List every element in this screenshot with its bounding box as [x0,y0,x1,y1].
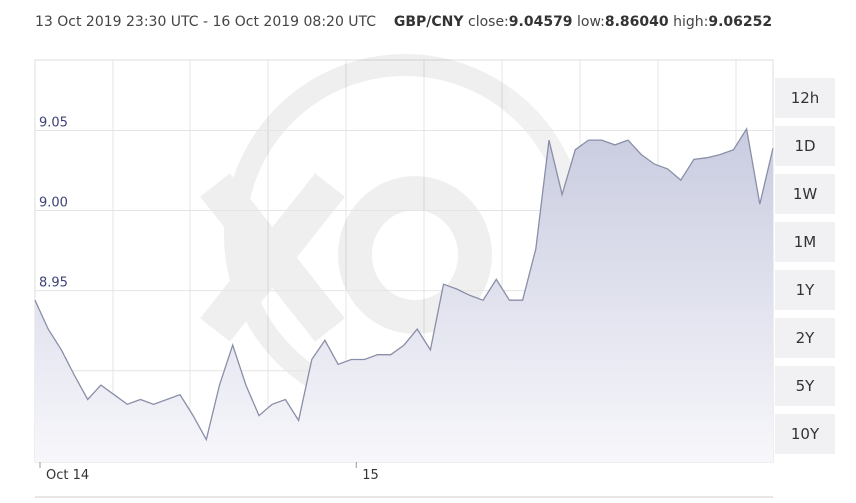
range: 13 Oct 2019 23:30 UTC - 16 Oct 2019 08:2… [35,14,377,30]
line [34,127,774,442]
pair: GBP/CNY [393,14,464,30]
high: 9.06252 [708,14,773,30]
high-label: high: [673,14,709,30]
range-button[interactable]: 2Y [775,318,835,358]
range-button[interactable]: 1M [775,222,835,262]
low-label: low: [577,14,605,30]
area [35,128,773,462]
x-tick-label: Oct 14 [46,468,89,483]
range-button[interactable]: 1D [775,126,835,166]
range-button[interactable]: 1W [775,174,835,214]
header: 13 Oct 2019 23:30 UTC - 16 Oct 2019 08:2… [35,14,772,30]
y-tick-label: 9.00 [39,196,68,211]
y-tick-label: 8.95 [39,276,68,291]
low: 8.86040 [604,14,669,30]
range-button[interactable]: 5Y [775,366,835,406]
y-tick-label: 9.05 [39,115,68,130]
range-button[interactable]: 12h [775,78,835,118]
range-button[interactable]: 1Y [775,270,835,310]
range-button[interactable]: 10Y [775,414,835,454]
close-label: close: [468,14,509,30]
close: 9.04579 [508,14,573,30]
x-tick-label: 15 [362,468,379,483]
